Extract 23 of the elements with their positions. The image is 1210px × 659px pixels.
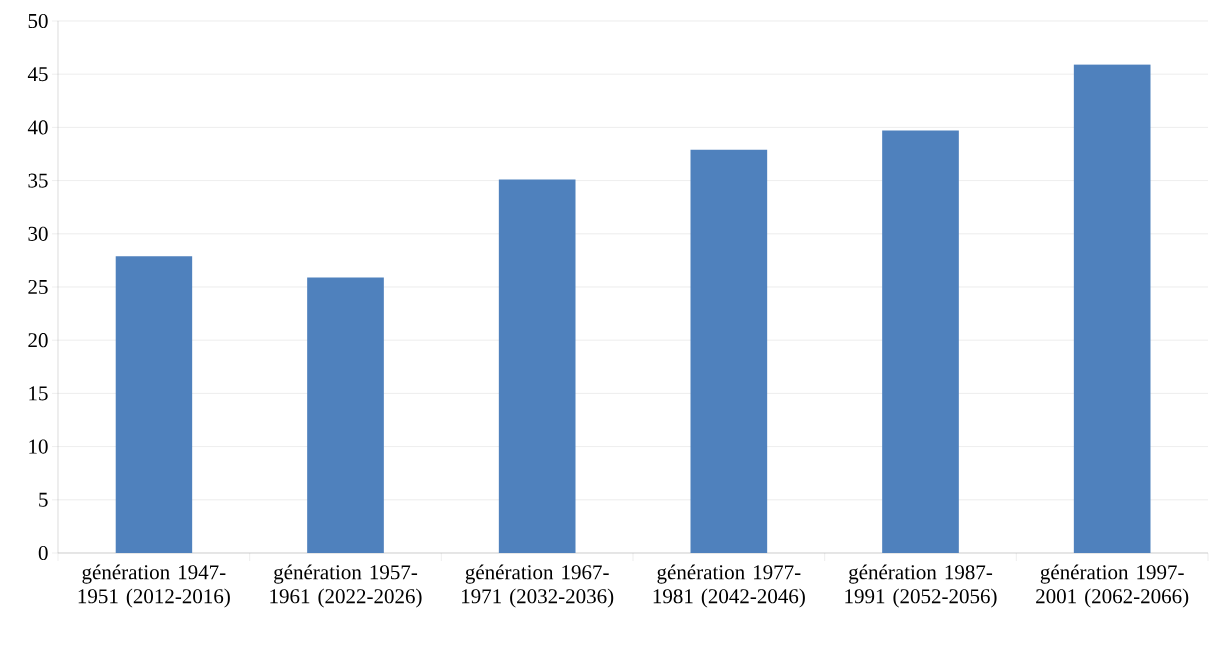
y-tick-label: 0 (38, 545, 48, 561)
y-tick-label: 20 (28, 333, 48, 348)
bar (1073, 64, 1151, 553)
bar (498, 179, 576, 553)
x-tick-label: génération 1977-1981 (2042-2046) (653, 564, 805, 608)
x-tick-label: génération 1987-1991 (2052-2056) (845, 564, 997, 608)
y-tick-label: 10 (29, 439, 48, 454)
y-tick-label: 45 (27, 67, 48, 82)
y-tick-label: 35 (28, 173, 48, 188)
y-tick-label: 50 (28, 13, 48, 29)
x-tick-label: génération 1957-1961 (2022-2026) (270, 564, 422, 608)
x-tick-label: génération 1997-2001 (2062-2066) (1036, 564, 1189, 608)
x-tick-label: génération 1967-1971 (2032-2036) (462, 564, 614, 608)
y-tick-label: 40 (27, 120, 48, 135)
y-tick-label: 15 (29, 386, 48, 401)
bar (690, 149, 768, 553)
bar (307, 277, 384, 553)
bar (115, 256, 193, 553)
y-tick-label: 25 (28, 279, 48, 295)
bar (882, 130, 959, 553)
x-tick-label: génération 1947-1951 (2012-2016) (78, 564, 230, 608)
y-tick-label: 30 (28, 226, 48, 241)
y-tick-label: 5 (39, 492, 48, 507)
